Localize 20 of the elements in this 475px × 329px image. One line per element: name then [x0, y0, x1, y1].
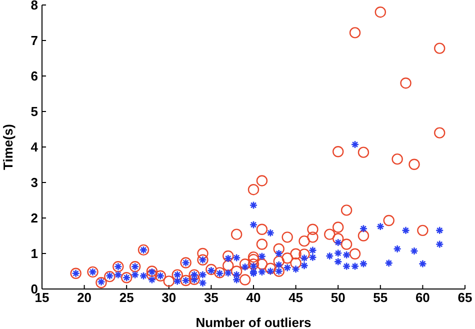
x-tick-label: 30 — [162, 290, 176, 306]
y-tick-label: 7 — [30, 33, 38, 48]
x-tick-label: 25 — [119, 290, 134, 306]
y-tick-label: 4 — [30, 140, 39, 155]
x-tick-label: 20 — [77, 290, 92, 306]
y-tick-label: 2 — [30, 210, 38, 226]
y-tick-label: 5 — [30, 104, 38, 120]
y-tick-label: 8 — [30, 0, 38, 13]
x-tick-label: 55 — [373, 290, 388, 306]
x-tick-label: 40 — [246, 290, 261, 306]
y-tick-label: 6 — [30, 68, 38, 84]
y-axis-title: Time(s) — [0, 124, 16, 170]
y-tick-label: 3 — [30, 175, 38, 190]
x-axis-title: Number of outliers — [196, 315, 312, 329]
x-tick-label: 65 — [458, 290, 472, 306]
x-tick-label: 45 — [288, 290, 304, 306]
x-tick-label: 35 — [204, 290, 218, 306]
y-tick-label: 1 — [30, 246, 38, 262]
x-tick-label: 50 — [330, 290, 346, 306]
x-tick-label: 60 — [415, 290, 430, 306]
